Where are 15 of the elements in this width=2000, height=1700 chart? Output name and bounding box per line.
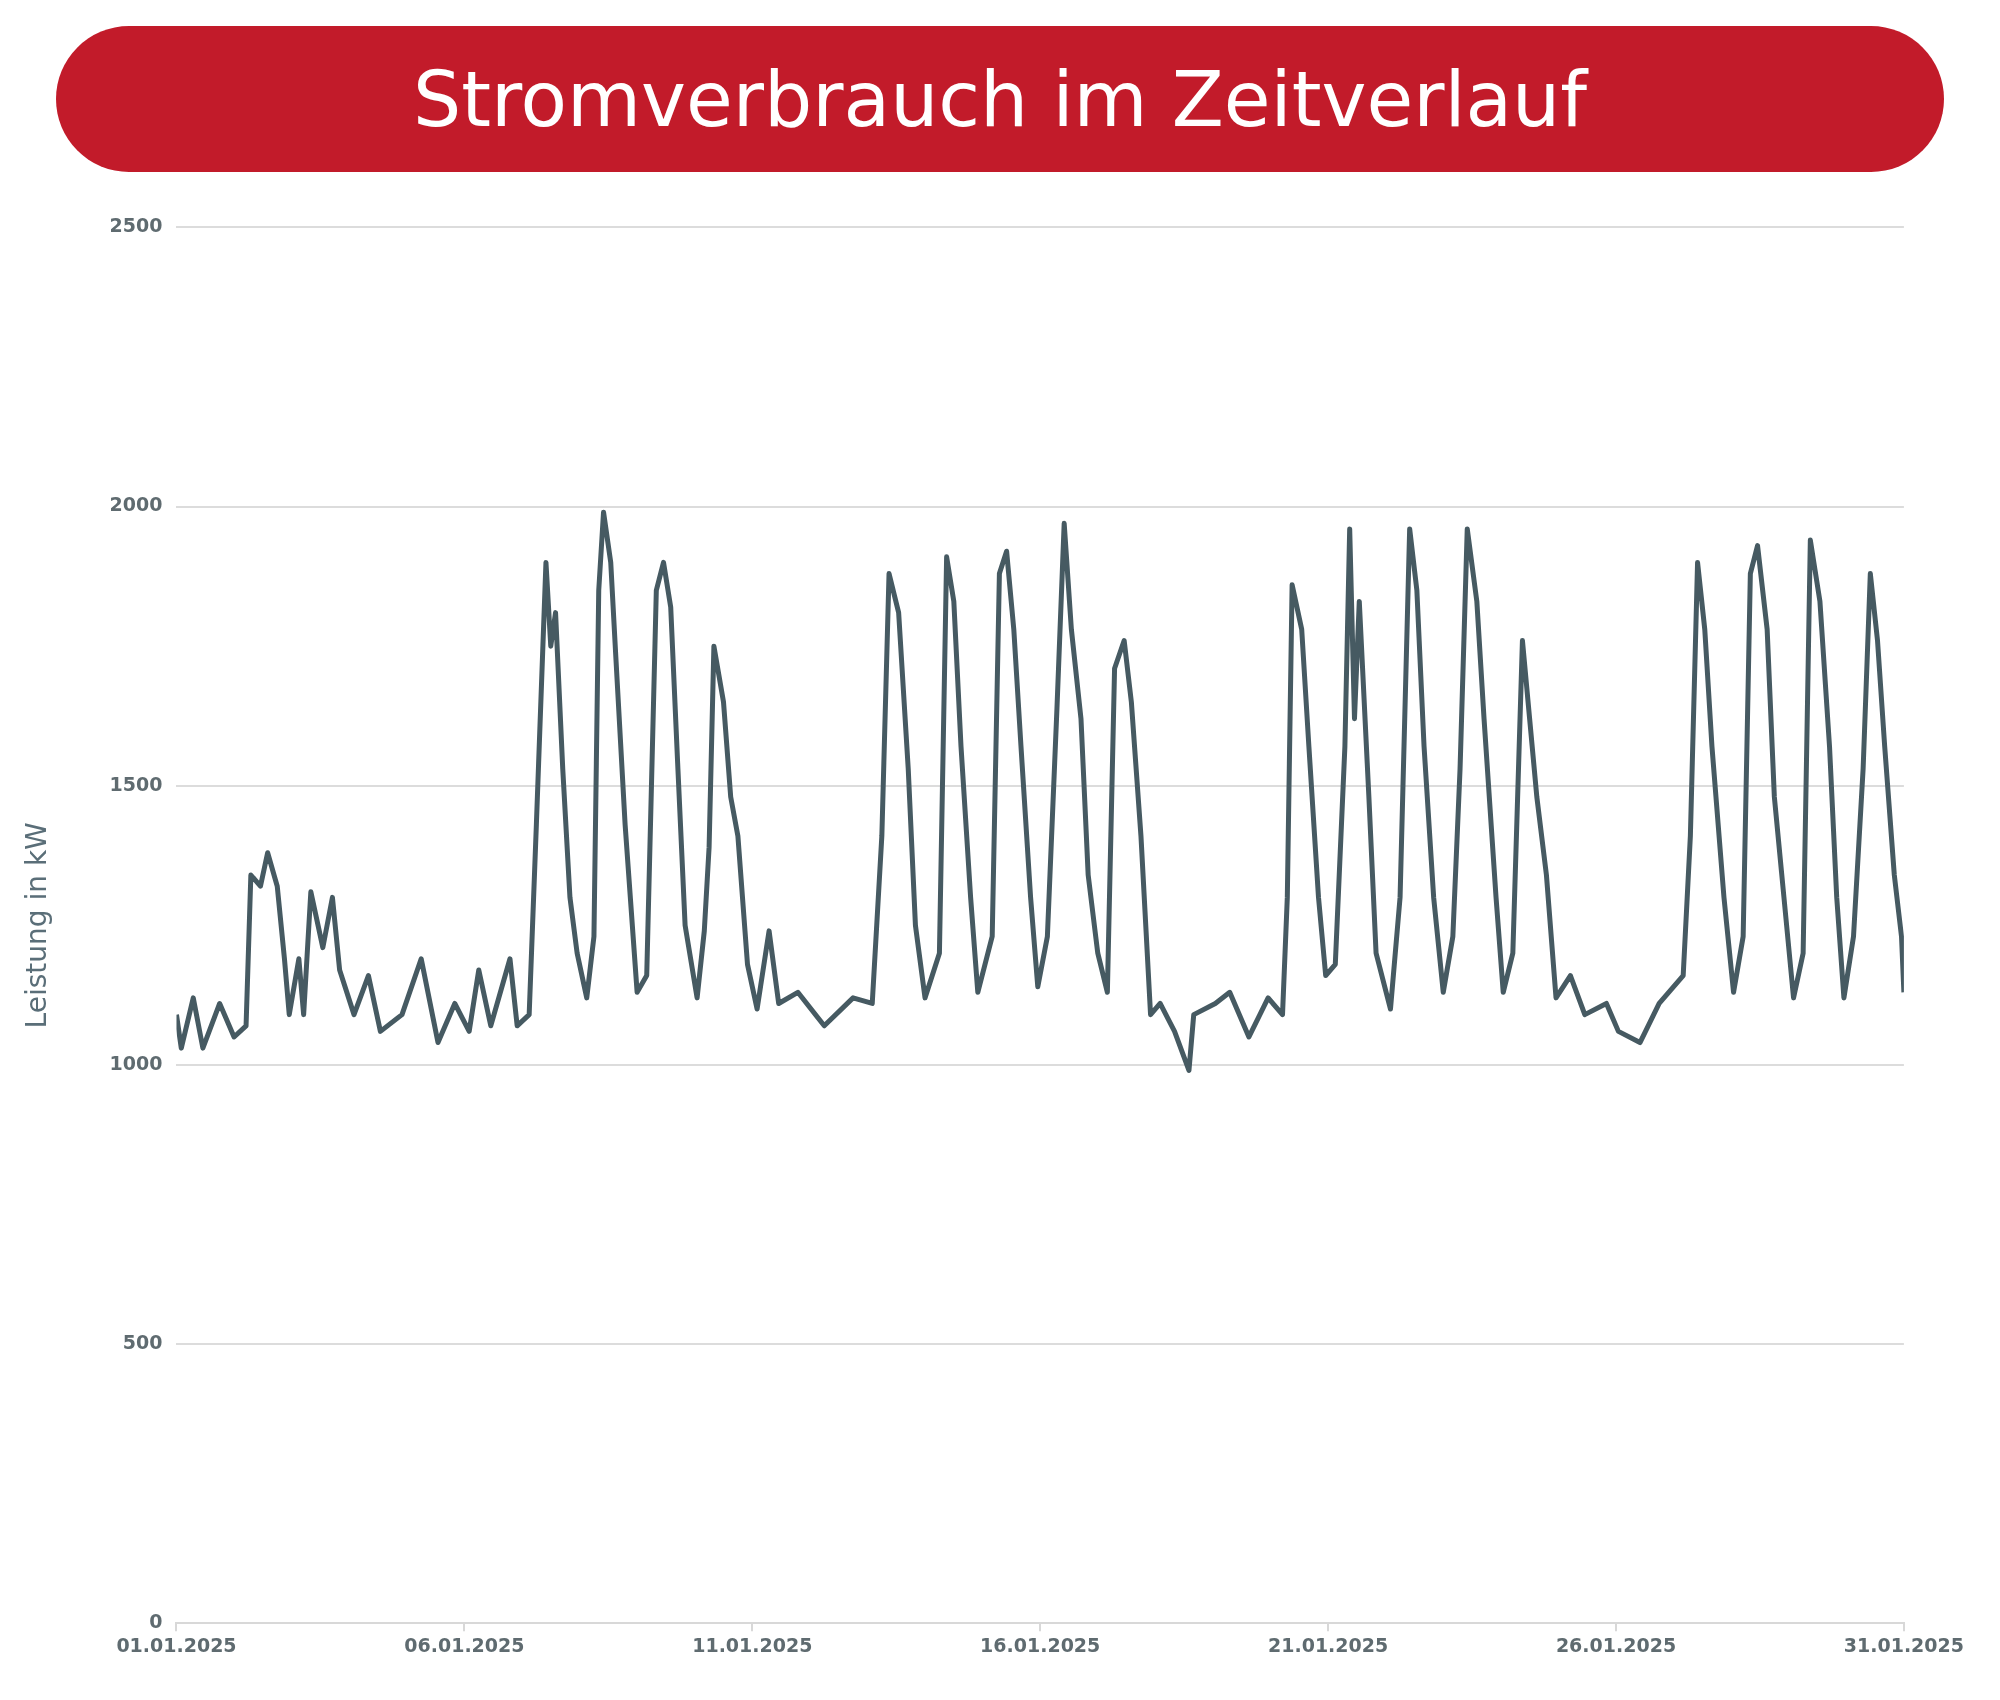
x-tick-label: 21.01.2025 bbox=[1267, 1633, 1389, 1656]
y-tick-label: 1000 bbox=[109, 1051, 163, 1074]
x-tick-label: 16.01.2025 bbox=[980, 1633, 1101, 1656]
y-tick-label: 0 bbox=[149, 1610, 163, 1633]
x-tick-label: 06.01.2025 bbox=[404, 1633, 525, 1656]
y-axis-title: Leistung in kW bbox=[20, 822, 54, 1029]
x-tick-label: 26.01.2025 bbox=[1555, 1633, 1677, 1656]
y-tick-label: 2500 bbox=[109, 214, 163, 237]
y-tick-label: 500 bbox=[122, 1330, 163, 1353]
chart-title: Stromverbrauch im Zeitverlauf bbox=[412, 54, 1588, 144]
y-tick-label: 1500 bbox=[109, 772, 163, 795]
x-tick-label: 01.01.2025 bbox=[116, 1633, 237, 1656]
x-tick-label: 11.01.2025 bbox=[692, 1633, 813, 1656]
y-tick-label: 2000 bbox=[109, 493, 163, 516]
x-tick-label: 31.01.2025 bbox=[1843, 1633, 1964, 1656]
